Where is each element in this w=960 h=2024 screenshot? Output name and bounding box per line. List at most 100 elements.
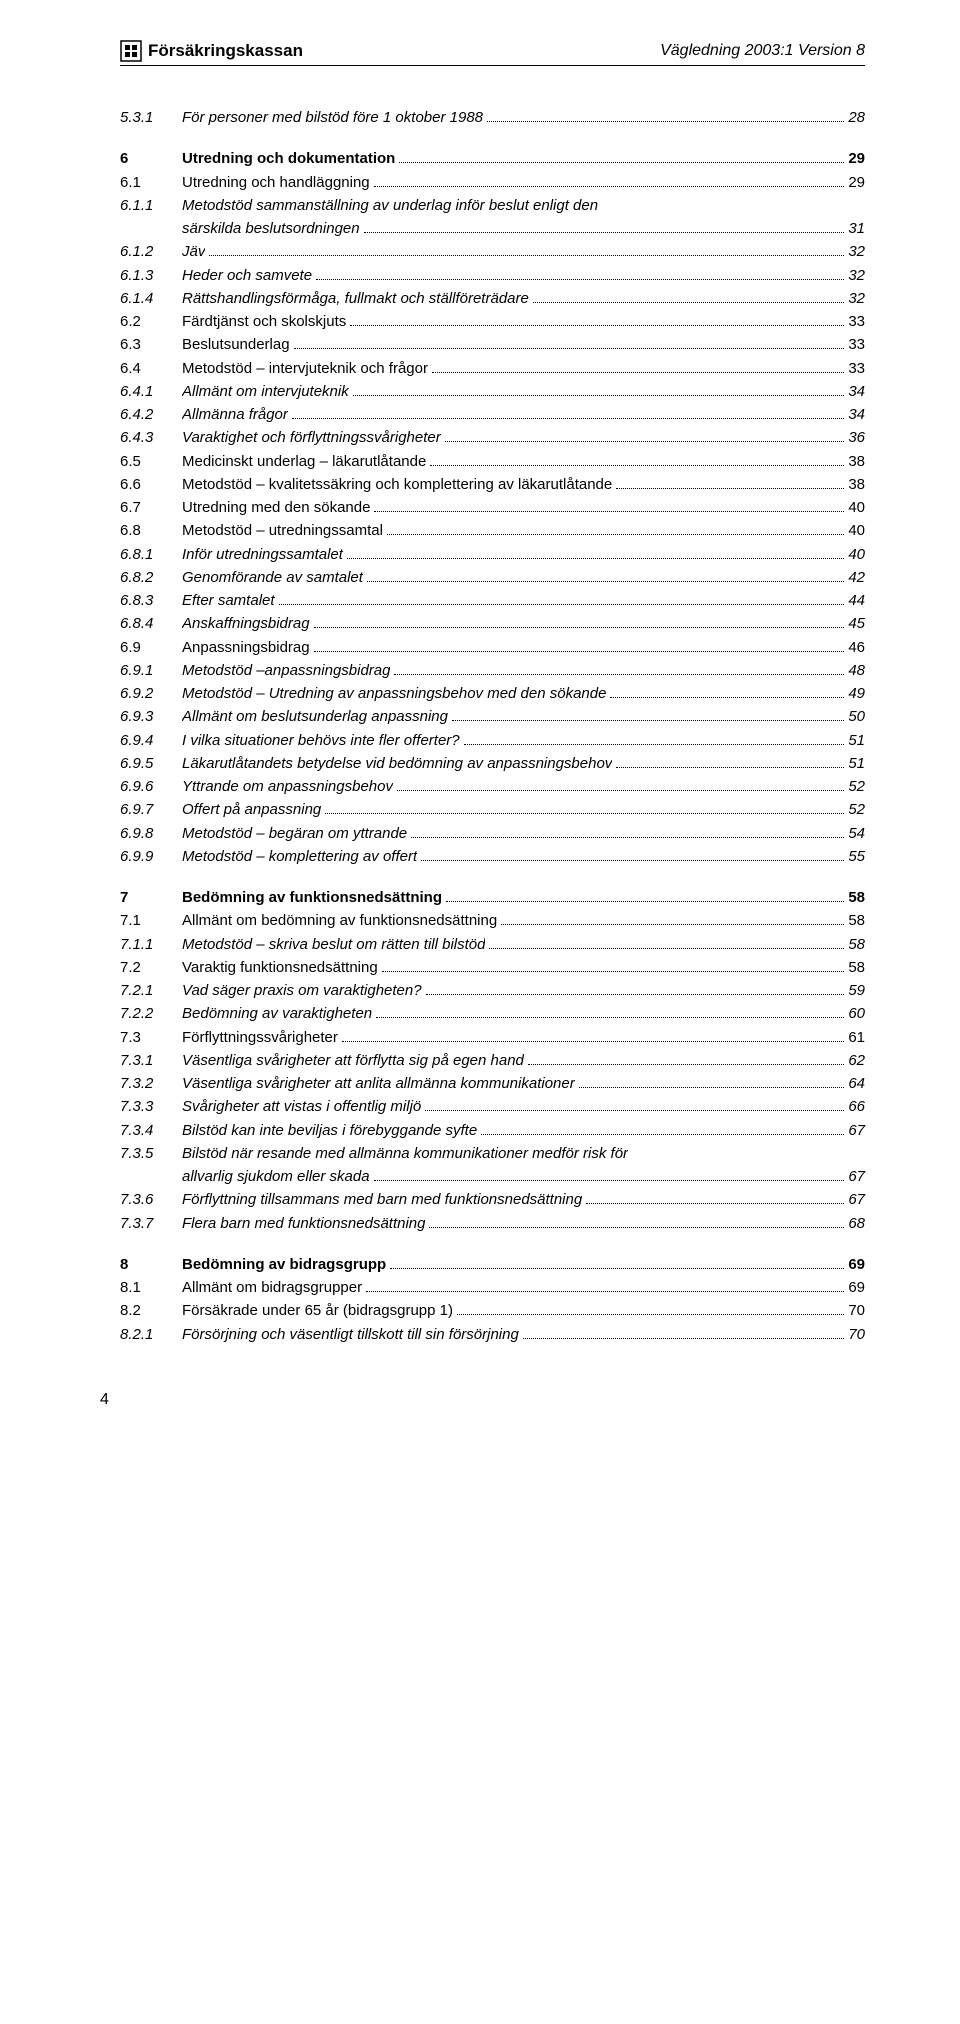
toc-leader-dots — [374, 173, 845, 187]
toc-entry: 6.1Utredning och handläggning29 — [120, 171, 865, 194]
toc-number: 6.8.1 — [120, 543, 182, 566]
toc-title: Medicinskt underlag – läkarutlåtande — [182, 450, 426, 473]
toc-title: Väsentliga svårigheter att anlita allmän… — [182, 1072, 575, 1095]
toc-number: 8.1 — [120, 1276, 182, 1299]
toc-entry: 6.4Metodstöd – intervjuteknik och frågor… — [120, 357, 865, 380]
toc-page: 40 — [848, 543, 865, 566]
toc-leader-dots — [399, 150, 844, 164]
toc-leader-dots — [390, 1255, 844, 1269]
toc-entry: 7.2.2Bedömning av varaktigheten60 — [120, 1002, 865, 1025]
toc-leader-dots — [464, 731, 845, 745]
document-reference: Vägledning 2003:1 Version 8 — [660, 42, 865, 60]
toc-page: 29 — [848, 171, 865, 194]
toc-entry: 6.8.1Inför utredningssamtalet40 — [120, 543, 865, 566]
toc-title: Anskaffningsbidrag — [182, 612, 310, 635]
toc-entry: särskilda beslutsordningen31 — [120, 217, 865, 240]
toc-title: Beslutsunderlag — [182, 333, 290, 356]
toc-title: I vilka situationer behövs inte fler off… — [182, 729, 460, 752]
toc-page: 50 — [848, 705, 865, 728]
toc-entry: 6.3Beslutsunderlag33 — [120, 333, 865, 356]
toc-title: Försörjning och väsentligt tillskott til… — [182, 1323, 519, 1346]
toc-leader-dots — [430, 452, 844, 466]
toc-entry: 7.3.6Förflyttning tillsammans med barn m… — [120, 1188, 865, 1211]
toc-title: För personer med bilstöd före 1 oktober … — [182, 106, 483, 129]
toc-page: 69 — [848, 1253, 865, 1276]
toc-title: Väsentliga svårigheter att förflytta sig… — [182, 1049, 524, 1072]
toc-leader-dots — [579, 1075, 845, 1089]
toc-number: 6.4.3 — [120, 426, 182, 449]
toc-number: 6.1.3 — [120, 264, 182, 287]
toc-title: Yttrande om anpassningsbehov — [182, 775, 393, 798]
toc-entry: 6.2Färdtjänst och skolskjuts33 — [120, 310, 865, 333]
toc-leader-dots — [367, 568, 844, 582]
toc-leader-dots — [342, 1028, 844, 1042]
toc-leader-dots — [481, 1121, 844, 1135]
toc-leader-dots — [374, 1168, 845, 1182]
toc-leader-dots — [387, 522, 844, 536]
toc-leader-dots — [376, 1005, 844, 1019]
toc-number: 6.9.2 — [120, 682, 182, 705]
toc-leader-dots — [426, 982, 845, 996]
toc-page: 58 — [848, 956, 865, 979]
toc-title: Efter samtalet — [182, 589, 275, 612]
toc-number: 7.2.1 — [120, 979, 182, 1002]
toc-entry: 6.1.4Rättshandlingsförmåga, fullmakt och… — [120, 287, 865, 310]
toc-leader-dots — [353, 382, 845, 396]
toc-leader-dots — [411, 824, 844, 838]
toc-entry: 6.1.3Heder och samvete 32 — [120, 264, 865, 287]
toc-number: 6.4 — [120, 357, 182, 380]
toc-leader-dots — [374, 499, 844, 513]
toc-page: 55 — [848, 845, 865, 868]
toc-title: Vad säger praxis om varaktigheten? — [182, 979, 422, 1002]
toc-page: 51 — [848, 752, 865, 775]
toc-title: Rättshandlingsförmåga, fullmakt och stäl… — [182, 287, 529, 310]
toc-number: 7.3.4 — [120, 1119, 182, 1142]
toc-entry: 6.9.1Metodstöd –anpassningsbidrag48 — [120, 659, 865, 682]
toc-title: Utredning och handläggning — [182, 171, 370, 194]
toc-page: 32 — [848, 264, 865, 287]
toc-number: 7.3.3 — [120, 1095, 182, 1118]
toc-page: 70 — [848, 1299, 865, 1322]
toc-page: 32 — [848, 240, 865, 263]
toc-leader-dots — [487, 109, 844, 123]
toc-entry: 6.8.2Genomförande av samtalet42 — [120, 566, 865, 589]
toc-leader-dots — [501, 912, 844, 926]
toc-entry: 6.9.8Metodstöd – begäran om yttrande54 — [120, 822, 865, 845]
toc-title: Bilstöd kan inte beviljas i förebyggande… — [182, 1119, 477, 1142]
toc-entry: 7.3.3Svårigheter att vistas i offentlig … — [120, 1095, 865, 1118]
toc-page: 66 — [848, 1095, 865, 1118]
toc-entry: 6.5Medicinskt underlag – läkarutlåtande3… — [120, 450, 865, 473]
toc-title: Allmänt om beslutsunderlag anpassning — [182, 705, 448, 728]
toc-title: Varaktig funktionsnedsättning — [182, 956, 378, 979]
toc-entry: 6.1.1Metodstöd sammanställning av underl… — [120, 194, 865, 217]
toc-page: 33 — [848, 357, 865, 380]
toc-number: 7.3.6 — [120, 1188, 182, 1211]
toc-title: Svårigheter att vistas i offentlig miljö — [182, 1095, 421, 1118]
toc-page: 59 — [848, 979, 865, 1002]
toc-entry: 7.3.1Väsentliga svårigheter att förflytt… — [120, 1049, 865, 1072]
toc-title: Varaktighet och förflyttningssvårigheter — [182, 426, 441, 449]
toc-entry: 8.1Allmänt om bidragsgrupper69 — [120, 1276, 865, 1299]
toc-page: 34 — [848, 403, 865, 426]
toc-title: Metodstöd – utredningssamtal — [182, 519, 383, 542]
toc-title: Heder och samvete — [182, 264, 312, 287]
toc-leader-dots — [452, 708, 844, 722]
toc-page: 67 — [848, 1119, 865, 1142]
toc-number: 7.2.2 — [120, 1002, 182, 1025]
toc-entry: 6.9.5Läkarutlåtandets betydelse vid bedö… — [120, 752, 865, 775]
toc-entry: 8.2Försäkrade under 65 år (bidragsgrupp … — [120, 1299, 865, 1322]
toc-leader-dots — [432, 359, 844, 373]
toc-entry: 7.2.1Vad säger praxis om varaktigheten? 5… — [120, 979, 865, 1002]
toc-page: 67 — [848, 1165, 865, 1188]
toc-leader-dots — [429, 1214, 844, 1228]
toc-entry: 6.6Metodstöd – kvalitetssäkring och komp… — [120, 473, 865, 496]
toc-title: Utredning och dokumentation — [182, 147, 395, 170]
toc-number: 6.6 — [120, 473, 182, 496]
toc-entry: 6.9.4I vilka situationer behövs inte fle… — [120, 729, 865, 752]
toc-entry: 6.7Utredning med den sökande40 — [120, 496, 865, 519]
toc-title: Allmänna frågor — [182, 403, 288, 426]
toc-page: 44 — [848, 589, 865, 612]
toc-number: 8 — [120, 1253, 182, 1276]
toc-entry: 6.4.2Allmänna frågor34 — [120, 403, 865, 426]
toc-title: Jäv — [182, 240, 205, 263]
